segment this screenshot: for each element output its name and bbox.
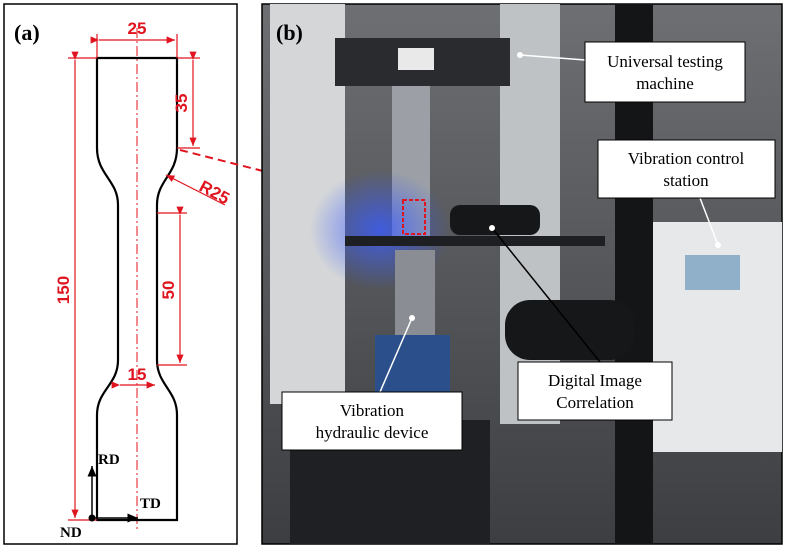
callout-line: Correlation — [556, 393, 634, 412]
control-screen — [685, 255, 740, 290]
callout-line: station — [663, 171, 709, 190]
axis-label: TD — [140, 496, 161, 512]
callout-line: Vibration control — [628, 149, 745, 168]
panel-frame — [4, 4, 237, 544]
dic-camera — [450, 205, 540, 235]
lower-grip — [395, 250, 435, 340]
camera — [505, 300, 635, 360]
dimension: 50 — [159, 281, 178, 300]
callout-line: hydraulic device — [316, 423, 429, 442]
hydraulic-actuator — [375, 335, 450, 395]
logo-plate — [398, 48, 434, 70]
dimension: 25 — [128, 19, 147, 38]
dimension: 150 — [54, 276, 73, 304]
dimension: 15 — [128, 365, 147, 384]
camera-rail — [345, 236, 605, 246]
callout-line: machine — [636, 74, 694, 93]
callout-line: Vibration — [340, 401, 405, 420]
panel-b: (b) Universal testing machine Vibration c… — [262, 4, 782, 544]
figure: (a) 25 35 R25 150 50 15 RD TD ND — [0, 0, 786, 548]
axis-label: RD — [98, 452, 120, 468]
callout-line: Digital Image — [548, 371, 642, 390]
callout-line: Universal testing — [607, 52, 723, 71]
panel-a: (a) 25 35 R25 150 50 15 RD TD ND — [4, 4, 237, 544]
panel-label: (a) — [14, 20, 40, 45]
axis-label: ND — [60, 525, 82, 541]
panel-label: (b) — [276, 20, 303, 45]
dimension: 35 — [172, 94, 191, 113]
callout-box — [585, 42, 745, 102]
